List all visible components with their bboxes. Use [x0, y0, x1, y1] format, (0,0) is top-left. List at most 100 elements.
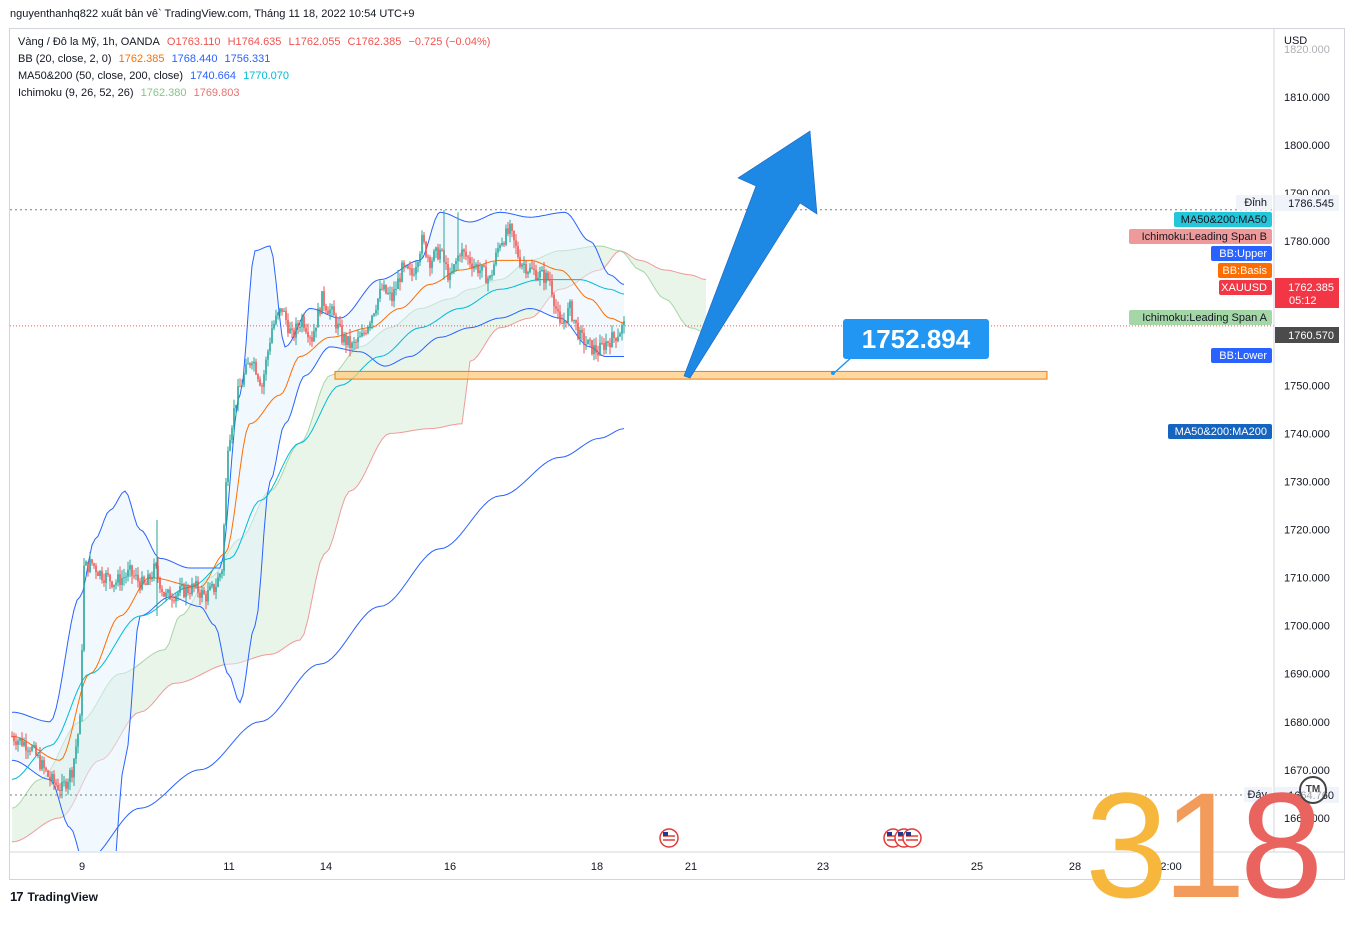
chart-legend: Vàng / Đô la Mỹ, 1h, OANDA O1763.110 H17… — [18, 34, 494, 102]
price-tag-label-box — [1129, 229, 1272, 244]
candle-body — [317, 308, 319, 328]
candle-body — [237, 386, 239, 405]
price-tick-label: 1660.000 — [1284, 813, 1330, 825]
candle-body — [499, 245, 501, 249]
candle-body — [99, 570, 101, 576]
candle-body — [485, 266, 487, 284]
candle-body — [171, 599, 173, 601]
price-tag-label-text: BB:Upper — [1219, 248, 1267, 260]
candle-body — [403, 262, 405, 267]
candle-body — [417, 262, 419, 268]
candle-body — [583, 332, 585, 345]
candle-body — [389, 292, 391, 294]
candle-body — [517, 246, 519, 257]
candle-body — [369, 323, 371, 327]
candle-body — [387, 292, 389, 294]
candle-body — [371, 315, 373, 324]
candle-body — [279, 308, 281, 313]
candle-body — [433, 250, 435, 261]
candle-body — [419, 253, 421, 263]
candle-body — [311, 337, 313, 342]
candle-body — [165, 592, 167, 597]
price-axis[interactable]: USD1810.0001800.0001790.0001780.0001770.… — [1273, 29, 1330, 852]
price-tick-label: 1680.000 — [1284, 717, 1330, 729]
candle-body — [467, 256, 469, 258]
price-tick-label: 1670.000 — [1284, 765, 1330, 777]
legend-symbol[interactable]: Vàng / Đô la Mỹ, 1h, OANDA — [18, 36, 160, 48]
legend-ma-label[interactable]: MA50&200 (50, close, 200, close) — [18, 70, 184, 82]
candle-body — [103, 580, 105, 583]
candle-body — [329, 309, 331, 314]
candle-body — [19, 738, 21, 741]
candle-body — [217, 577, 219, 587]
candle-body — [323, 291, 325, 306]
candle-body — [505, 228, 507, 245]
candle-body — [483, 265, 485, 267]
legend-close: C1762.385 — [347, 36, 402, 48]
candle-body — [231, 427, 233, 440]
ma200-line — [99, 428, 625, 851]
legend-open: O1763.110 — [166, 36, 221, 48]
candle-body — [37, 755, 39, 757]
price-callout-text: 1752.894 — [862, 324, 971, 354]
price-tag-value-box — [1275, 195, 1339, 211]
candle-body — [211, 584, 213, 587]
candle-body — [559, 311, 561, 323]
candle-body — [41, 760, 43, 770]
candle-body — [129, 565, 131, 570]
price-tick-label: 1700.000 — [1284, 621, 1330, 633]
candle-body — [395, 288, 397, 290]
candle-body — [69, 770, 71, 782]
time-tick-label: 23 — [817, 861, 829, 873]
candle-body — [135, 574, 137, 576]
drawings[interactable]: 1752.894 — [334, 130, 1048, 380]
candle-body — [495, 252, 497, 265]
candle-body — [119, 574, 121, 586]
candle-body — [117, 574, 119, 583]
footer-brand[interactable]: 17 TradingView — [10, 889, 98, 904]
candle-body — [401, 262, 403, 282]
candle-body — [409, 268, 411, 270]
candle-body — [341, 325, 343, 343]
candle-body — [441, 249, 443, 251]
candle-body — [603, 343, 605, 350]
candle-body — [301, 316, 303, 327]
candle-body — [299, 326, 301, 328]
price-tag-label-box — [1244, 787, 1272, 802]
candle-body — [235, 404, 237, 408]
candle-body — [489, 275, 491, 279]
candle-body — [97, 572, 99, 576]
bb-lower-line — [11, 307, 624, 851]
candle-body — [319, 308, 321, 314]
candle-body — [519, 256, 521, 267]
trademark-icon: TM — [1299, 776, 1327, 804]
candle-body — [289, 328, 291, 334]
time-tick-label: 14 — [320, 861, 332, 873]
price-tag-label-text: Đỉnh — [1244, 197, 1267, 209]
candle-body — [83, 565, 85, 651]
price-tag-label-box — [1218, 263, 1272, 278]
legend-bb-label[interactable]: BB (20, close, 2, 0) — [18, 53, 112, 65]
candle-body — [543, 269, 545, 283]
candle-body — [597, 352, 599, 356]
candle-body — [493, 264, 495, 276]
candle-body — [613, 332, 615, 338]
candle-body — [497, 248, 499, 253]
candle-body — [309, 337, 311, 339]
candle-body — [291, 328, 293, 331]
candle-body — [529, 267, 531, 272]
candle-body — [215, 586, 217, 593]
candle-body — [531, 267, 533, 269]
legend-ichimoku-label[interactable]: Ichimoku (9, 26, 52, 26) — [18, 87, 134, 99]
time-axis[interactable]: 9 11 14 16 18 21 23 25 28 12:00 — [10, 828, 1345, 873]
candle-body — [333, 306, 335, 316]
candle-body — [305, 328, 307, 333]
candle-body — [111, 581, 113, 587]
price-tag-label-box — [1211, 246, 1272, 261]
candle-body — [379, 288, 381, 299]
price-tag-label-text: BB:Basis — [1222, 265, 1267, 277]
candle-body — [195, 581, 197, 587]
candle-body — [25, 741, 27, 751]
candle-body — [265, 359, 267, 375]
